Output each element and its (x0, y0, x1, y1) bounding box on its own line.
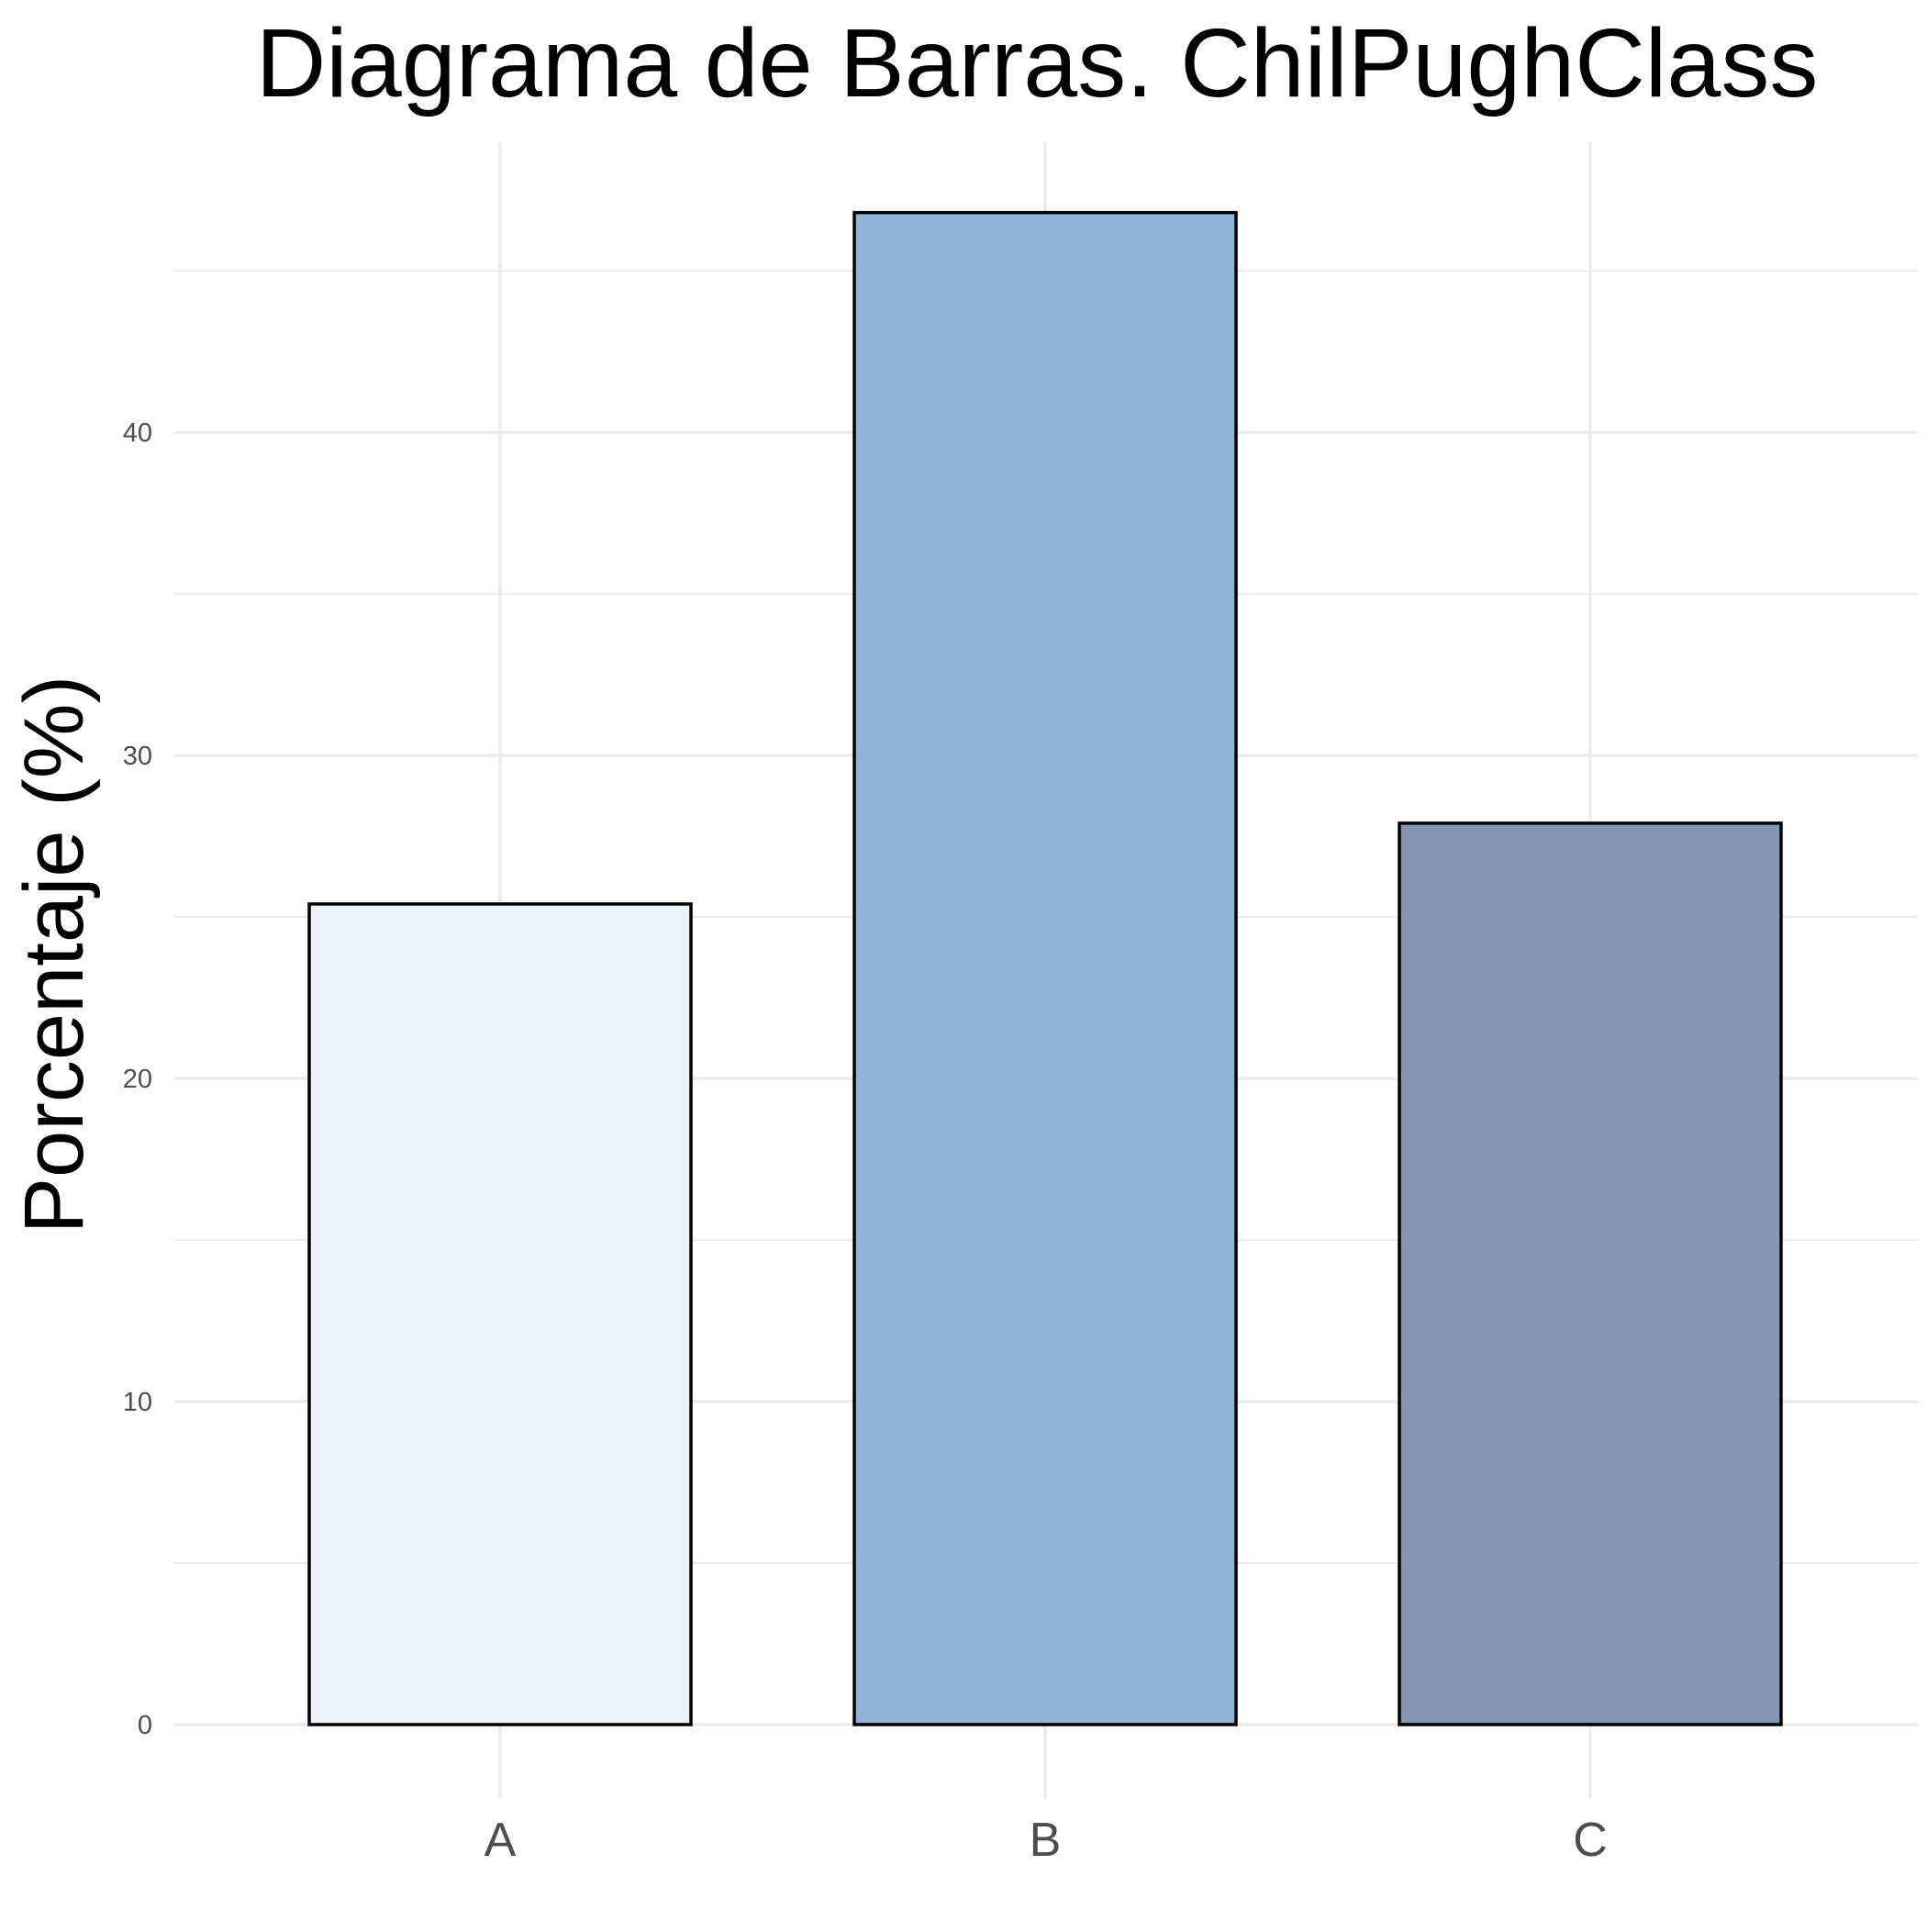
chart-title: Diagrama de Barras. ChilPughClass (256, 9, 1819, 117)
y-axis-label: Porcentaje (%) (7, 676, 101, 1234)
y-tick-label: 40 (123, 419, 152, 448)
y-tick-label: 20 (123, 1065, 152, 1094)
y-tick-label: 0 (138, 1711, 152, 1740)
x-axis-ticks: A B C (485, 1814, 1608, 1867)
bar-c (1398, 821, 1783, 1726)
x-tick-label: B (1030, 1814, 1062, 1867)
y-tick-label: 10 (123, 1388, 152, 1417)
y-axis-ticks: 0 10 20 30 40 (123, 419, 152, 1740)
bars (307, 210, 1783, 1726)
x-tick-label: A (485, 1814, 517, 1867)
y-tick-label: 30 (123, 742, 152, 771)
bar-a (307, 902, 693, 1726)
x-tick-label: C (1573, 1814, 1608, 1867)
bar-b (852, 210, 1238, 1726)
